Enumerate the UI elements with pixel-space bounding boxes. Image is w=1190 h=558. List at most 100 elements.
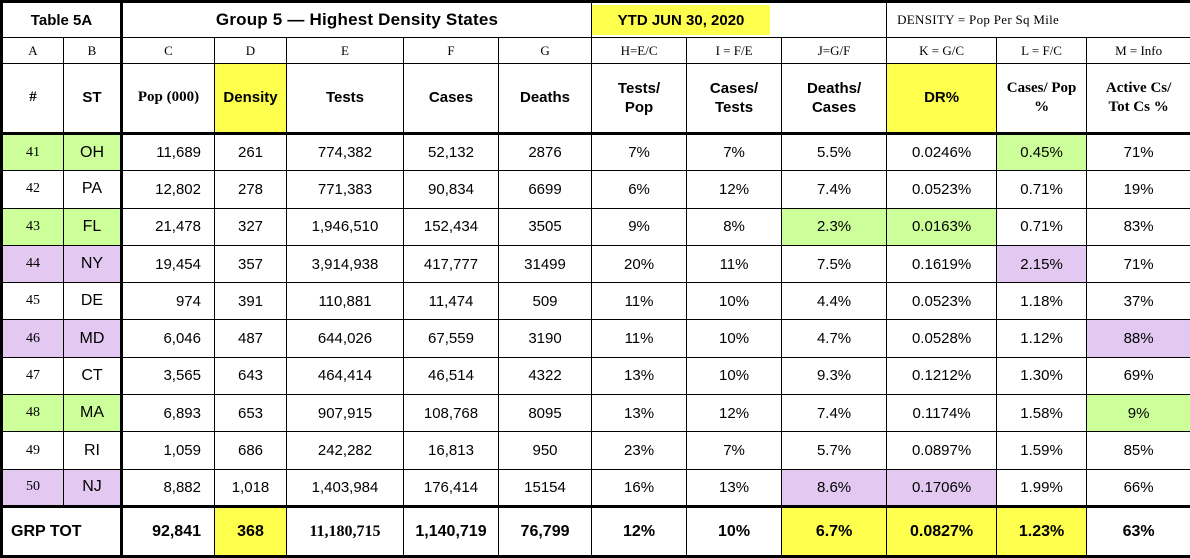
cell-cases-pop: 1.59% (996, 431, 1088, 470)
col-header-state: ST (63, 63, 122, 135)
total-cases-pop: 1.23% (996, 505, 1088, 557)
cell-density: 391 (214, 282, 287, 321)
cell-tests-pop: 11% (591, 319, 688, 358)
cell-active: 9% (1086, 394, 1190, 433)
cell-tests-pop: 6% (591, 170, 688, 209)
cell-pop: 19,454 (120, 244, 215, 284)
col-letter-h: H=E/C (591, 37, 688, 64)
total-cases: 1,140,719 (403, 505, 499, 557)
col-letter-d: D (214, 37, 287, 64)
col-header-deaths: Deaths (497, 63, 593, 135)
table-label: Table 5A (1, 1, 122, 38)
total-active: 63% (1086, 505, 1190, 557)
cell-cases: 16,813 (403, 431, 499, 470)
cell-dr: 0.1619% (886, 244, 998, 284)
cell-num: 43 (1, 207, 64, 246)
col-header-density: Density (214, 63, 287, 135)
cell-num: 42 (1, 170, 64, 209)
cell-tests: 1,403,984 (286, 468, 404, 508)
cell-deaths: 8095 (497, 394, 593, 433)
cell-deaths-cases: 7.5% (781, 244, 888, 284)
total-label: GRP TOT (1, 505, 122, 557)
table-row: 41 OH 11,689 261 774,382 52,132 2876 7% 7% 5.5% 0.… (1, 132, 1190, 172)
cell-cases-pop: 1.12% (996, 319, 1088, 358)
cell-cases: 152,434 (403, 207, 499, 246)
cell-st: CT (63, 356, 122, 396)
total-deaths: 76,799 (497, 505, 593, 557)
col-letter-l: L = F/C (996, 37, 1088, 64)
cell-density: 1,018 (214, 468, 287, 508)
cell-deaths: 509 (497, 282, 593, 321)
cell-tests: 3,914,938 (286, 244, 404, 284)
cell-dr: 0.1174% (886, 394, 998, 433)
cell-active: 69% (1086, 356, 1190, 396)
cell-density: 686 (214, 431, 287, 470)
cell-cases: 417,777 (403, 244, 499, 284)
cell-st: RI (63, 431, 122, 470)
cell-deaths-cases: 2.3% (781, 207, 888, 246)
col-header-pop: Pop (000) (120, 63, 215, 135)
cell-dr: 0.1212% (886, 356, 998, 396)
cell-density: 653 (214, 394, 287, 433)
cell-density: 357 (214, 244, 287, 284)
col-header-tests: Tests (286, 63, 404, 135)
cell-density: 327 (214, 207, 287, 246)
cell-deaths: 4322 (497, 356, 593, 396)
total-pop: 92,841 (120, 505, 215, 557)
cell-num: 50 (1, 468, 64, 508)
cell-st: NJ (63, 468, 122, 508)
col-letter-a: A (1, 37, 64, 64)
cell-tests: 907,915 (286, 394, 404, 433)
cell-num: 41 (1, 132, 64, 172)
cell-num: 45 (1, 282, 64, 321)
cell-deaths-cases: 5.5% (781, 132, 888, 172)
col-header-num: # (1, 63, 64, 135)
table-row: 50 NJ 8,882 1,018 1,403,984 176,414 15154 16% 13… (1, 468, 1190, 508)
cell-st: PA (63, 170, 122, 209)
group-title: Group 5 — Highest Density States (119, 1, 593, 38)
cell-deaths: 3190 (497, 319, 593, 358)
cell-pop: 6,893 (120, 394, 215, 433)
cell-cases: 108,768 (403, 394, 499, 433)
cell-tests-pop: 23% (591, 431, 688, 470)
cell-deaths: 31499 (497, 244, 593, 284)
col-header-active: Active Cs/ Tot Cs % (1086, 63, 1190, 135)
cell-density: 261 (214, 132, 287, 172)
cell-tests-pop: 20% (591, 244, 688, 284)
table-row: 43 FL 21,478 327 1,946,510 152,434 3505 9% 8% 2.3… (1, 207, 1190, 246)
cell-tests-pop: 7% (591, 132, 688, 172)
title-row: Table 5A Group 5 — Highest Density State… (1, 1, 1190, 38)
cell-density: 278 (214, 170, 287, 209)
cell-active: 88% (1086, 319, 1190, 358)
cell-active: 37% (1086, 282, 1190, 321)
col-letter-i: I = F/E (686, 37, 783, 64)
cell-active: 71% (1086, 244, 1190, 284)
cell-cases-pop: 0.71% (996, 207, 1088, 246)
cell-tests: 771,383 (286, 170, 404, 209)
cell-cases-tests: 10% (686, 319, 783, 358)
table-body: 41 OH 11,689 261 774,382 52,132 2876 7% 7% 5.5% 0.… (1, 132, 1190, 508)
cell-deaths-cases: 7.4% (781, 170, 888, 209)
cell-pop: 12,802 (120, 170, 215, 209)
cell-cases-tests: 7% (686, 132, 783, 172)
col-letter-m: M = Info (1086, 37, 1190, 64)
cell-tests: 1,946,510 (286, 207, 404, 246)
cell-cases-tests: 8% (686, 207, 783, 246)
column-letters-row: A B C D E F G H=E/C I = F/E J=G/F K = G/… (1, 37, 1190, 64)
cell-dr: 0.1706% (886, 468, 998, 508)
cell-dr: 0.0163% (886, 207, 998, 246)
col-letter-f: F (403, 37, 499, 64)
table-row: 48 MA 6,893 653 907,915 108,768 8095 13% 12% 7.4%… (1, 394, 1190, 433)
total-cases-tests: 10% (686, 505, 783, 557)
table-row: 44 NY 19,454 357 3,914,938 417,777 31499 20% 11%… (1, 244, 1190, 284)
total-tests: 11,180,715 (286, 505, 404, 557)
cell-active: 19% (1086, 170, 1190, 209)
cell-pop: 11,689 (120, 132, 215, 172)
cell-deaths-cases: 5.7% (781, 431, 888, 470)
cell-tests: 644,026 (286, 319, 404, 358)
col-header-cases: Cases (403, 63, 499, 135)
cell-cases: 176,414 (403, 468, 499, 508)
col-letter-k: K = G/C (886, 37, 998, 64)
